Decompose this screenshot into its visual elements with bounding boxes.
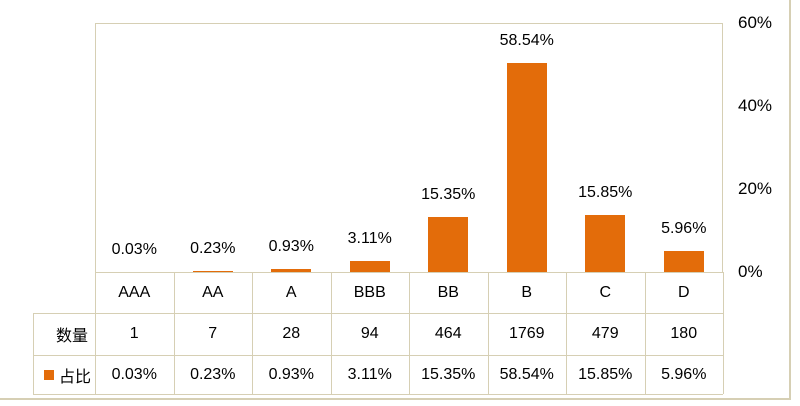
count-cell: 479: [591, 325, 619, 342]
row-header-ratio: 占比: [33, 355, 95, 394]
legend-label: 占比: [58, 368, 91, 386]
count-cell: 1: [129, 325, 139, 342]
bar-label: 15.85%: [578, 184, 633, 201]
category-label: A: [285, 283, 297, 301]
percent-cell: 58.54%: [499, 365, 554, 383]
axis-tick-label: 0%: [738, 262, 763, 281]
bar-C: [585, 215, 625, 272]
count-cell: 7: [208, 325, 218, 342]
bar-BBB: [350, 261, 390, 272]
percent-cell: 0.23%: [190, 365, 236, 383]
count-cell: 180: [670, 325, 698, 342]
grid-line: [95, 272, 96, 394]
bar-A: [271, 269, 311, 272]
plot-area: [95, 23, 723, 272]
bar-BB: [428, 217, 468, 272]
grid-line: [723, 272, 724, 394]
bar-B: [507, 63, 547, 272]
grid-line: [409, 272, 410, 394]
count-cell: 28: [282, 325, 301, 342]
category-label: C: [599, 283, 612, 301]
grid-line: [33, 355, 723, 356]
bar-label: 0.03%: [111, 241, 157, 258]
bar-label: 0.23%: [190, 240, 236, 257]
grid-line: [33, 313, 723, 314]
percent-cell: 0.03%: [111, 365, 157, 383]
bar-label: 58.54%: [499, 32, 554, 49]
bar-label: 3.11%: [347, 230, 392, 247]
row-header-quantity: 数量: [55, 328, 88, 345]
grid-line: [33, 394, 723, 395]
category-label: BB: [437, 283, 459, 301]
grid-line: [174, 272, 175, 394]
axis-tick-label: 40%: [738, 96, 773, 115]
axis-tick-label: 20%: [738, 179, 773, 198]
bar-D: [664, 251, 704, 272]
count-cell: 94: [360, 325, 379, 342]
bar-label: 15.35%: [421, 186, 476, 203]
grid-line: [645, 272, 646, 394]
grid-line: [566, 272, 567, 394]
bar-label: 0.93%: [268, 238, 314, 255]
category-label: AAA: [118, 283, 151, 301]
count-cell: 1769: [508, 325, 545, 342]
axis-tick-label: 60%: [738, 13, 773, 32]
grid-line: [33, 313, 34, 394]
bar-AA: [193, 271, 233, 272]
grid-line: [488, 272, 489, 394]
bar-label: 5.96%: [661, 220, 707, 237]
grid-line: [331, 272, 332, 394]
category-label: B: [521, 283, 533, 301]
percent-cell: 3.11%: [347, 365, 392, 383]
category-label: BBB: [353, 283, 386, 301]
percent-cell: 0.93%: [268, 365, 314, 383]
chart-outer-border: [0, 0, 791, 400]
legend-key-icon: [43, 369, 54, 380]
count-cell: 464: [434, 325, 462, 342]
category-label: AA: [202, 283, 224, 301]
percent-cell: 15.85%: [578, 365, 633, 383]
grid-line: [252, 272, 253, 394]
category-label: D: [677, 283, 690, 301]
percent-cell: 5.96%: [661, 365, 707, 383]
percent-cell: 15.35%: [421, 365, 476, 383]
